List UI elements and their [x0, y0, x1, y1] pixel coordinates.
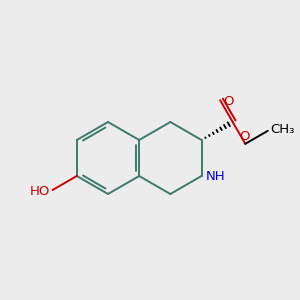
- Text: HO: HO: [30, 184, 50, 197]
- Text: CH₃: CH₃: [270, 123, 294, 136]
- Text: O: O: [223, 95, 234, 108]
- Text: O: O: [239, 130, 250, 143]
- Text: NH: NH: [206, 170, 225, 184]
